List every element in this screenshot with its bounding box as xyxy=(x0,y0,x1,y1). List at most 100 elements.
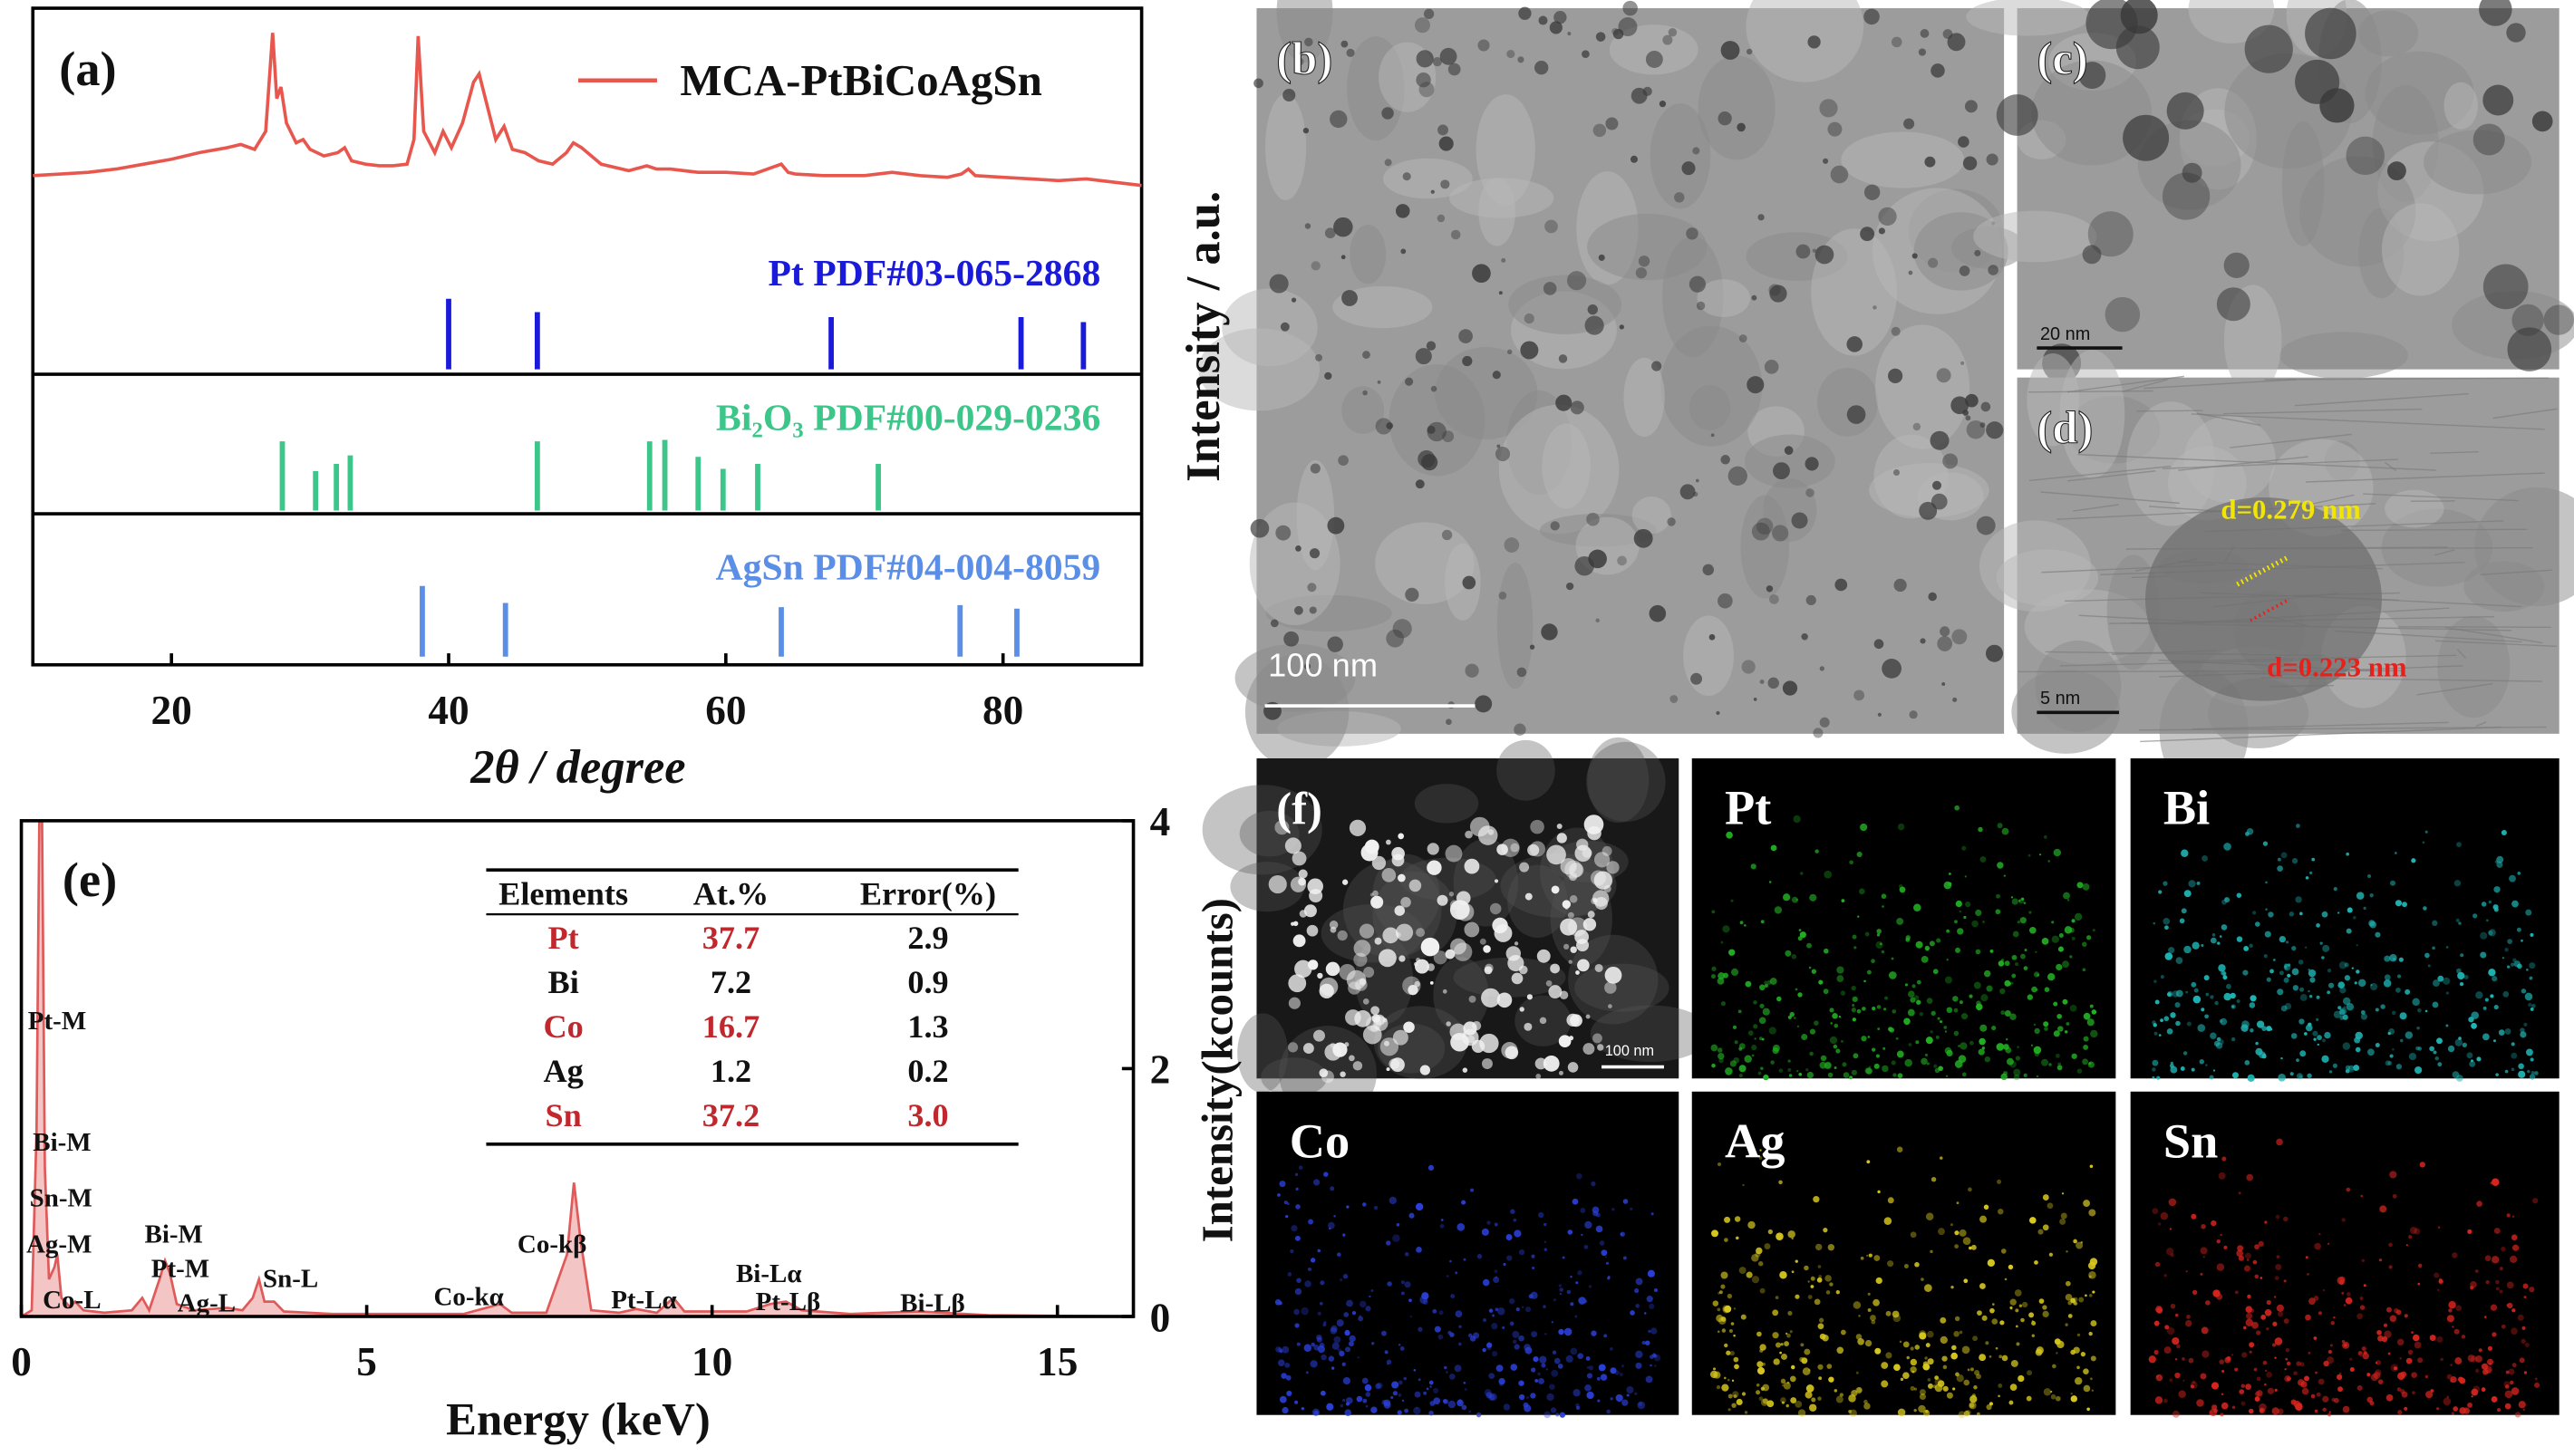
map-signal xyxy=(2454,1038,2463,1046)
map-signal xyxy=(2308,994,2313,998)
map-signal xyxy=(1979,1037,1986,1046)
support-texture xyxy=(1244,654,1350,769)
map-signal xyxy=(2071,1053,2077,1059)
bright-particle xyxy=(1433,950,1447,965)
map-signal xyxy=(2346,1187,2351,1192)
map-signal xyxy=(2042,1194,2049,1200)
map-signal xyxy=(2269,1027,2273,1031)
map-signal xyxy=(2308,1351,2311,1355)
map-signal xyxy=(1745,980,1752,988)
peak-label: Bi-M xyxy=(144,1220,202,1249)
nanoparticle xyxy=(1681,161,1696,176)
support-glow xyxy=(1433,957,1489,1033)
map-signal xyxy=(1736,1398,1743,1405)
nanoparticle xyxy=(1437,214,1446,223)
map-signal xyxy=(1277,1359,1285,1367)
panel-label: Pt xyxy=(1725,780,1771,834)
map-signal xyxy=(1439,1223,1445,1229)
map-signal xyxy=(1805,1068,1809,1072)
map-signal xyxy=(2496,861,2503,868)
map-signal xyxy=(2071,936,2076,940)
map-signal xyxy=(2342,1042,2351,1050)
bright-particle xyxy=(1437,894,1448,906)
image-panel: Sn xyxy=(2130,1091,2559,1418)
nanoparticle xyxy=(1924,156,1936,168)
map-signal xyxy=(2241,1352,2248,1358)
map-signal xyxy=(1781,1401,1785,1404)
map-signal xyxy=(1772,1047,1779,1055)
map-signal xyxy=(1604,1256,1607,1258)
map-signal xyxy=(1756,1390,1761,1395)
nanoparticle xyxy=(2346,136,2385,176)
support-glow xyxy=(1590,1005,1711,1063)
support-texture xyxy=(1265,93,1307,201)
map-signal xyxy=(2033,1023,2037,1027)
nanoparticle xyxy=(1302,127,1310,134)
map-signal xyxy=(1495,1307,1499,1312)
map-signal xyxy=(2508,1368,2515,1375)
map-signal xyxy=(1727,1293,1733,1299)
map-signal xyxy=(1881,950,1885,954)
support-texture xyxy=(1746,0,1864,82)
map-signal xyxy=(1362,1398,1368,1403)
map-signal xyxy=(2481,1363,2489,1370)
map-signal xyxy=(1530,1393,1536,1399)
nanoparticle xyxy=(1679,484,1696,500)
map-signal xyxy=(2182,1357,2185,1361)
map-signal xyxy=(1404,1281,1411,1288)
map-signal xyxy=(1997,823,2003,829)
map-signal xyxy=(1965,902,1971,908)
map-signal xyxy=(1415,1202,1424,1211)
map-signal xyxy=(2366,1373,2371,1377)
map-signal xyxy=(1857,915,1860,918)
map-signal xyxy=(2249,1342,2255,1348)
map-signal xyxy=(2191,1213,2197,1220)
nanoparticle xyxy=(1986,421,2004,439)
map-signal xyxy=(2481,1387,2486,1393)
map-signal xyxy=(2013,1074,2020,1081)
map-signal xyxy=(2450,1364,2453,1366)
map-signal xyxy=(2486,1358,2494,1365)
map-signal xyxy=(2090,1355,2096,1362)
map-signal xyxy=(2265,881,2268,884)
map-signal xyxy=(1961,1072,1967,1077)
nanoparticle xyxy=(1611,27,1619,35)
map-signal xyxy=(1957,928,1964,935)
map-signal xyxy=(1422,1299,1428,1306)
map-signal xyxy=(1768,1027,1776,1035)
map-signal xyxy=(1621,1399,1629,1406)
map-signal xyxy=(1756,1383,1760,1387)
map-signal xyxy=(2349,1357,2353,1361)
map-signal xyxy=(1762,1008,1770,1016)
support-texture xyxy=(1623,357,1665,438)
reference-label: Pt PDF#03-065-2868 xyxy=(768,253,1100,294)
map-signal xyxy=(2262,841,2269,846)
map-signal xyxy=(2156,1374,2159,1378)
map-signal xyxy=(2295,896,2302,903)
map-signal xyxy=(2423,906,2427,911)
nanoparticle xyxy=(1432,57,1442,67)
map-signal xyxy=(1729,1350,1735,1356)
nanoparticle xyxy=(1584,315,1604,335)
map-signal xyxy=(2341,1339,2346,1344)
map-signal xyxy=(1531,1331,1538,1338)
map-signal xyxy=(1927,1378,1931,1382)
map-signal xyxy=(1916,979,1921,985)
map-signal xyxy=(1296,1342,1301,1346)
map-signal xyxy=(2287,973,2291,978)
map-signal xyxy=(1282,1345,1290,1354)
map-signal xyxy=(2316,923,2320,928)
map-signal xyxy=(2510,1380,2514,1385)
bright-particle xyxy=(1507,954,1524,972)
map-signal xyxy=(1961,1345,1970,1355)
map-signal xyxy=(1470,1188,1475,1192)
bright-particle xyxy=(1416,928,1426,938)
bright-particle xyxy=(1292,851,1307,866)
map-signal xyxy=(2163,881,2168,886)
map-signal xyxy=(2036,1075,2039,1078)
map-signal xyxy=(2511,1244,2520,1251)
map-signal xyxy=(2090,1029,2098,1038)
map-signal xyxy=(2484,998,2489,1002)
map-signal xyxy=(1910,997,1916,1003)
map-signal xyxy=(1780,1343,1784,1346)
